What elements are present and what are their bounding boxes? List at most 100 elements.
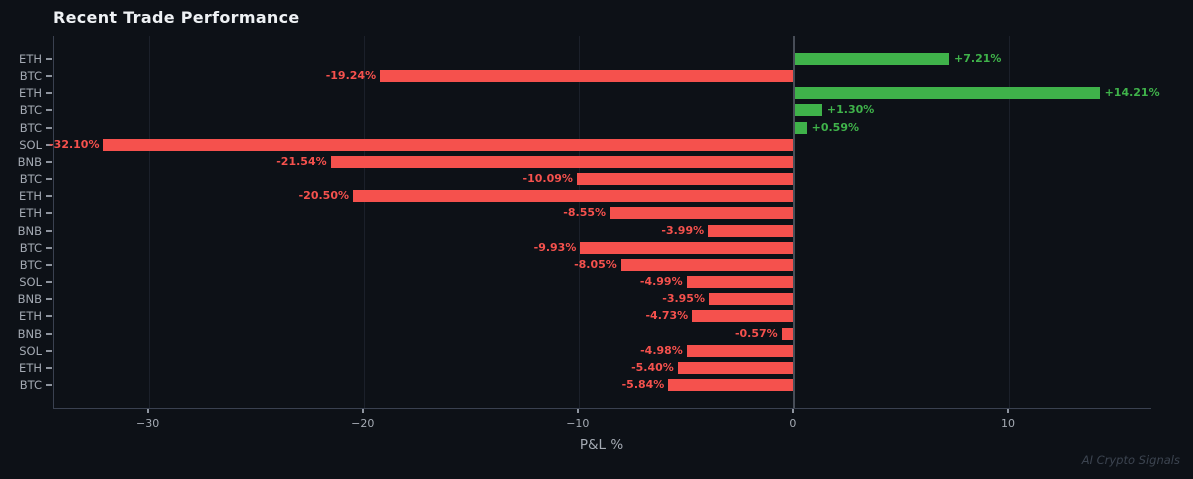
chart-title: Recent Trade Performance bbox=[53, 8, 300, 27]
y-tick-mark bbox=[46, 315, 52, 318]
y-tick-mark bbox=[46, 143, 52, 146]
bar-value-label: -21.54% bbox=[276, 154, 327, 168]
x-axis-label: P&L % bbox=[579, 437, 624, 453]
bar-value-label: -4.73% bbox=[645, 309, 689, 323]
x-tick-label: −20 bbox=[351, 417, 375, 430]
x-tick-mark bbox=[791, 409, 794, 413]
y-tick-mark bbox=[46, 195, 52, 198]
y-tick-mark bbox=[46, 281, 52, 284]
y-tick-mark bbox=[46, 212, 52, 215]
bar-negative bbox=[686, 276, 794, 289]
bar-negative bbox=[610, 207, 794, 220]
gridline bbox=[578, 36, 580, 408]
bar-value-label: +1.30% bbox=[826, 103, 875, 117]
y-tick-mark bbox=[46, 75, 52, 78]
bar-negative bbox=[708, 293, 794, 306]
bar-positive bbox=[793, 53, 949, 65]
bar-positive bbox=[793, 104, 822, 117]
bar-value-label: -0.57% bbox=[734, 326, 778, 340]
x-tick-mark bbox=[146, 409, 149, 413]
y-tick-label: BTC bbox=[19, 172, 42, 187]
bar-negative bbox=[352, 190, 794, 203]
bar-value-label: -19.24% bbox=[325, 69, 377, 83]
y-tick-mark bbox=[46, 126, 52, 129]
bar-negative bbox=[620, 258, 794, 271]
bar-value-label: +0.59% bbox=[811, 120, 860, 134]
y-tick-label: ETH bbox=[19, 189, 42, 204]
y-tick-mark bbox=[46, 332, 52, 335]
bar-value-label: -4.98% bbox=[640, 343, 683, 357]
y-tick-label: BNB bbox=[17, 223, 42, 238]
bar-value-label: -4.99% bbox=[639, 275, 683, 289]
bar-value-label: -10.09% bbox=[522, 172, 573, 186]
y-tick-label: ETH bbox=[19, 309, 42, 324]
bar-negative bbox=[380, 70, 794, 83]
bar-negative bbox=[781, 327, 794, 340]
y-tick-label: BNB bbox=[17, 154, 42, 169]
y-tick-mark bbox=[46, 160, 52, 163]
bar-value-label: +14.21% bbox=[1104, 86, 1160, 100]
y-tick-label: BTC bbox=[19, 378, 42, 392]
bar-value-label: -9.93% bbox=[533, 240, 577, 254]
y-tick-label: BNB bbox=[17, 326, 42, 341]
x-tick-label: 10 bbox=[1001, 417, 1016, 430]
bar-value-label: -8.55% bbox=[563, 206, 607, 220]
y-tick-mark bbox=[46, 58, 52, 60]
bar-negative bbox=[576, 173, 794, 186]
gridline bbox=[148, 36, 150, 408]
plot-area: +7.21% -19.24% +14.21% +1.30% +0.59% -32.10% -… bbox=[49, 36, 1160, 409]
x-tick-label: −30 bbox=[136, 417, 160, 430]
y-tick-mark bbox=[46, 263, 52, 266]
y-tick-mark bbox=[46, 246, 52, 249]
x-tick-label: −10 bbox=[566, 417, 590, 430]
gridline bbox=[1009, 36, 1011, 408]
y-tick-label: SOL bbox=[19, 275, 42, 290]
y-tick-label: BTC bbox=[19, 69, 42, 84]
bar-value-label: -20.50% bbox=[298, 189, 349, 203]
y-tick-label: ETH bbox=[19, 360, 42, 375]
bar-positive bbox=[793, 121, 807, 134]
y-tick-label: SOL bbox=[19, 343, 42, 358]
bar-value-label: -5.40% bbox=[631, 360, 674, 374]
x-tick-mark bbox=[1007, 409, 1010, 413]
y-tick-label: BTC bbox=[19, 257, 42, 272]
y-tick-label: SOL bbox=[19, 137, 42, 152]
bar-negative bbox=[686, 344, 794, 357]
x-tick-mark bbox=[361, 409, 364, 413]
bar-negative bbox=[692, 310, 794, 323]
y-tick-mark bbox=[46, 298, 52, 301]
y-tick-label: ETH bbox=[19, 206, 42, 221]
bar-negative bbox=[330, 155, 794, 168]
watermark: AI Crypto Signals bbox=[1081, 453, 1180, 467]
y-tick-label: BTC bbox=[19, 240, 42, 255]
bar-value-label: -32.10% bbox=[49, 137, 100, 151]
y-tick-label: BTC bbox=[19, 103, 42, 118]
zero-line bbox=[792, 36, 795, 408]
y-tick-label: BNB bbox=[17, 292, 42, 307]
y-tick-label: BTC bbox=[19, 120, 42, 135]
y-tick-mark bbox=[46, 366, 52, 369]
bar-value-label: -8.05% bbox=[574, 257, 617, 271]
x-tick-label: 0 bbox=[789, 417, 797, 430]
bar-value-label: +7.21% bbox=[954, 52, 1002, 65]
bar-negative bbox=[677, 361, 794, 374]
y-tick-mark bbox=[46, 349, 52, 352]
y-tick-mark bbox=[46, 384, 52, 386]
bar-negative bbox=[580, 241, 794, 254]
x-tick-mark bbox=[576, 409, 579, 413]
bar-negative bbox=[708, 224, 794, 237]
y-tick-mark bbox=[46, 109, 52, 112]
y-tick-label: ETH bbox=[19, 52, 42, 66]
bar-negative bbox=[668, 379, 794, 391]
bar-value-label: -3.95% bbox=[662, 292, 705, 306]
bar-negative bbox=[103, 138, 794, 151]
bar-value-label: -5.84% bbox=[621, 378, 665, 391]
y-tick-label: ETH bbox=[19, 86, 42, 101]
bar-value-label: -3.99% bbox=[661, 223, 705, 237]
y-tick-mark bbox=[46, 92, 52, 95]
bar-positive bbox=[793, 87, 1100, 100]
gridline bbox=[363, 36, 365, 408]
y-tick-mark bbox=[46, 178, 52, 181]
y-tick-mark bbox=[46, 229, 52, 232]
